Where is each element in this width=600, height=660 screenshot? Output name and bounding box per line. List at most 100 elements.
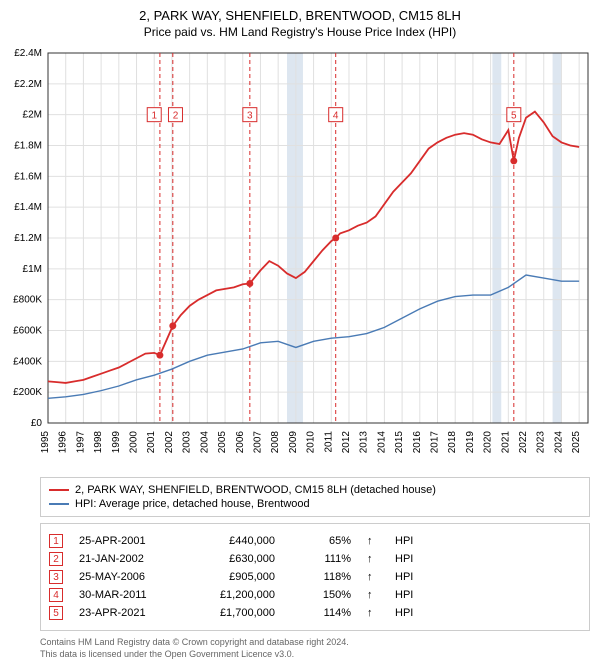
table-row: 3 25-MAY-2006 £905,000 118% ↑ HPI [49,570,581,584]
svg-text:2016: 2016 [412,431,423,454]
svg-text:2002: 2002 [164,431,175,454]
svg-text:£2.4M: £2.4M [14,48,42,59]
svg-text:£1.4M: £1.4M [14,202,42,213]
svg-text:£0: £0 [31,418,43,429]
svg-text:2014: 2014 [376,431,387,454]
arrow-up-icon: ↑ [367,535,379,547]
svg-text:2006: 2006 [235,431,246,454]
sale-date: 25-MAY-2006 [79,571,169,583]
svg-text:1995: 1995 [40,431,51,454]
svg-text:2007: 2007 [252,431,263,454]
sale-date: 23-APR-2021 [79,607,169,619]
svg-text:£400K: £400K [13,356,42,367]
svg-text:2005: 2005 [217,431,228,454]
table-row: 5 23-APR-2021 £1,700,000 114% ↑ HPI [49,606,581,620]
svg-text:2017: 2017 [430,431,441,454]
svg-text:2012: 2012 [341,431,352,454]
chart-container: 2, PARK WAY, SHENFIELD, BRENTWOOD, CM15 … [0,0,600,650]
chart-area: £0 £200K £400K £600K £800K £1M £1.2M £1.4M £1.6M… [0,43,600,473]
svg-text:2011: 2011 [323,431,334,453]
svg-text:2023: 2023 [536,431,547,454]
legend-label: 2, PARK WAY, SHENFIELD, BRENTWOOD, CM15 … [75,484,436,496]
svg-text:2018: 2018 [447,431,458,454]
legend-swatch [49,503,69,505]
svg-text:2025: 2025 [571,431,582,454]
svg-text:2015: 2015 [394,431,405,454]
sale-hpi-label: HPI [395,571,425,583]
sale-date: 21-JAN-2002 [79,553,169,565]
table-row: 2 21-JAN-2002 £630,000 111% ↑ HPI [49,552,581,566]
svg-text:£1.2M: £1.2M [14,233,42,244]
sale-pct: 65% [291,535,351,547]
legend-label: HPI: Average price, detached house, Bren… [75,498,310,510]
sale-tag: 1 [49,534,63,548]
svg-text:1996: 1996 [58,431,69,454]
svg-text:£2.2M: £2.2M [14,79,42,90]
sale-price: £440,000 [185,535,275,547]
arrow-up-icon: ↑ [367,553,379,565]
title-block: 2, PARK WAY, SHENFIELD, BRENTWOOD, CM15 … [0,0,600,43]
sale-date: 25-APR-2001 [79,535,169,547]
sale-price: £630,000 [185,553,275,565]
svg-text:2021: 2021 [500,431,511,454]
svg-text:2013: 2013 [359,431,370,454]
sale-tag: 5 [49,606,63,620]
svg-text:£2M: £2M [23,110,42,121]
svg-text:5: 5 [511,111,517,122]
title-address: 2, PARK WAY, SHENFIELD, BRENTWOOD, CM15 … [0,8,600,23]
svg-text:£1.6M: £1.6M [14,171,42,182]
sale-hpi-label: HPI [395,607,425,619]
legend-item: HPI: Average price, detached house, Bren… [49,498,581,510]
sale-price: £905,000 [185,571,275,583]
svg-text:1: 1 [151,111,157,122]
arrow-up-icon: ↑ [367,589,379,601]
svg-text:3: 3 [247,111,253,122]
sale-pct: 114% [291,607,351,619]
svg-text:4: 4 [333,111,339,122]
svg-text:2022: 2022 [518,431,529,454]
sale-hpi-label: HPI [395,535,425,547]
svg-text:£200K: £200K [13,387,42,398]
svg-text:£1M: £1M [23,264,42,275]
svg-text:2008: 2008 [270,431,281,454]
footer-line1: Contains HM Land Registry data © Crown c… [40,637,590,649]
svg-text:1999: 1999 [111,431,122,454]
sales-table: 1 25-APR-2001 £440,000 65% ↑ HPI 2 21-JAN-2002 £… [40,523,590,631]
legend: 2, PARK WAY, SHENFIELD, BRENTWOOD, CM15 … [40,477,590,517]
title-subtitle: Price paid vs. HM Land Registry's House … [0,25,600,39]
svg-text:£800K: £800K [13,295,42,306]
sale-tag: 2 [49,552,63,566]
svg-text:2009: 2009 [288,431,299,454]
sale-hpi-label: HPI [395,589,425,601]
sale-price: £1,200,000 [185,589,275,601]
legend-swatch [49,489,69,491]
svg-text:2019: 2019 [465,431,476,454]
sale-tag: 4 [49,588,63,602]
sale-hpi-label: HPI [395,553,425,565]
sale-pct: 111% [291,553,351,565]
svg-text:2000: 2000 [129,431,140,454]
svg-text:£600K: £600K [13,326,42,337]
footer-attribution: Contains HM Land Registry data © Crown c… [40,637,590,660]
sale-tag: 3 [49,570,63,584]
svg-text:£1.8M: £1.8M [14,141,42,152]
sale-pct: 150% [291,589,351,601]
footer-line2: This data is licensed under the Open Gov… [40,649,590,660]
legend-item: 2, PARK WAY, SHENFIELD, BRENTWOOD, CM15 … [49,484,581,496]
svg-text:2024: 2024 [553,431,564,454]
arrow-up-icon: ↑ [367,571,379,583]
svg-text:1998: 1998 [93,431,104,454]
svg-text:1997: 1997 [75,431,86,454]
chart-svg: £0 £200K £400K £600K £800K £1M £1.2M £1.4M £1.6M… [0,43,600,473]
svg-text:2004: 2004 [199,431,210,454]
svg-text:2010: 2010 [306,431,317,454]
arrow-up-icon: ↑ [367,607,379,619]
sale-date: 30-MAR-2011 [79,589,169,601]
svg-text:2003: 2003 [182,431,193,454]
table-row: 1 25-APR-2001 £440,000 65% ↑ HPI [49,534,581,548]
svg-text:2001: 2001 [146,431,157,454]
table-row: 4 30-MAR-2011 £1,200,000 150% ↑ HPI [49,588,581,602]
sale-pct: 118% [291,571,351,583]
svg-text:2020: 2020 [483,431,494,454]
sale-price: £1,700,000 [185,607,275,619]
